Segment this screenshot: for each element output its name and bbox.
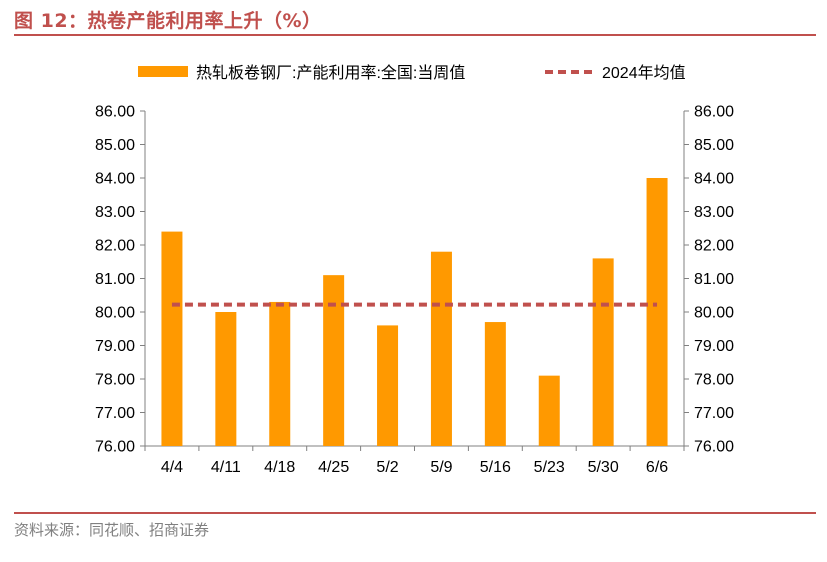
left-y-tick-label: 82.00	[95, 238, 135, 255]
x-tick-label: 5/30	[588, 459, 619, 476]
x-tick-label: 5/9	[430, 459, 452, 476]
right-y-tick-label: 83.00	[694, 204, 734, 221]
left-y-tick-label: 78.00	[95, 372, 135, 389]
left-y-tick-label: 81.00	[95, 271, 135, 288]
legend: 热轧板卷钢厂:产能利用率:全国:当周值 2024年均值	[138, 64, 686, 82]
x-tick-label: 4/4	[161, 459, 183, 476]
bar-4-4	[161, 231, 183, 446]
x-tick-label: 4/18	[264, 459, 295, 476]
right-y-tick-label: 81.00	[694, 271, 734, 288]
bar-6-6	[646, 178, 668, 446]
bar-series	[161, 178, 668, 446]
title-divider	[14, 34, 816, 36]
x-tick-label: 6/6	[646, 459, 668, 476]
x-tick-label: 5/23	[534, 459, 565, 476]
legend-label-bar: 热轧板卷钢厂:产能利用率:全国:当周值	[196, 64, 465, 82]
x-tick-label: 4/25	[318, 459, 349, 476]
left-y-tick-label: 84.00	[95, 171, 135, 188]
x-tick-label: 4/11	[211, 459, 241, 476]
right-y-tick-label: 77.00	[694, 405, 734, 422]
left-y-tick-label: 85.00	[95, 137, 135, 154]
x-tick-label: 5/2	[376, 459, 398, 476]
bar-5-9	[430, 251, 452, 446]
bar-4-18	[269, 301, 291, 446]
left-y-tick-label: 79.00	[95, 338, 135, 355]
right-y-tick-label: 85.00	[694, 137, 734, 154]
left-y-tick-label: 86.00	[95, 104, 135, 121]
right-y-tick-label: 82.00	[694, 238, 734, 255]
bar-5-2	[377, 325, 399, 446]
right-y-tick-label: 86.00	[694, 104, 734, 121]
right-y-tick-label: 84.00	[694, 171, 734, 188]
left-y-tick-label: 80.00	[95, 305, 135, 322]
source-divider	[14, 512, 816, 514]
bar-5-30	[592, 258, 614, 446]
figure-title: 图 12：热卷产能利用率上升（%）	[14, 10, 322, 32]
right-y-tick-label: 78.00	[694, 372, 734, 389]
left-y-tick-label: 76.00	[95, 439, 135, 456]
x-tick-label: 5/16	[480, 459, 511, 476]
bar-4-25	[323, 275, 345, 446]
left-y-tick-label: 83.00	[95, 204, 135, 221]
bar-5-16	[484, 322, 506, 446]
right-y-tick-label: 80.00	[694, 305, 734, 322]
legend-swatch-bar	[138, 66, 188, 77]
legend-label-average: 2024年均值	[602, 64, 686, 82]
bar-5-23	[538, 375, 560, 446]
right-y-tick-label: 76.00	[694, 439, 734, 456]
left-y-tick-label: 77.00	[95, 405, 135, 422]
right-y-tick-label: 79.00	[694, 338, 734, 355]
bar-4-11	[215, 312, 237, 446]
axis-labels: 76.00 76.00 77.00 77.00 78.00 78.00 79.00 79.00…	[95, 104, 734, 477]
source-note: 资料来源：同花顺、招商证券	[14, 521, 210, 539]
